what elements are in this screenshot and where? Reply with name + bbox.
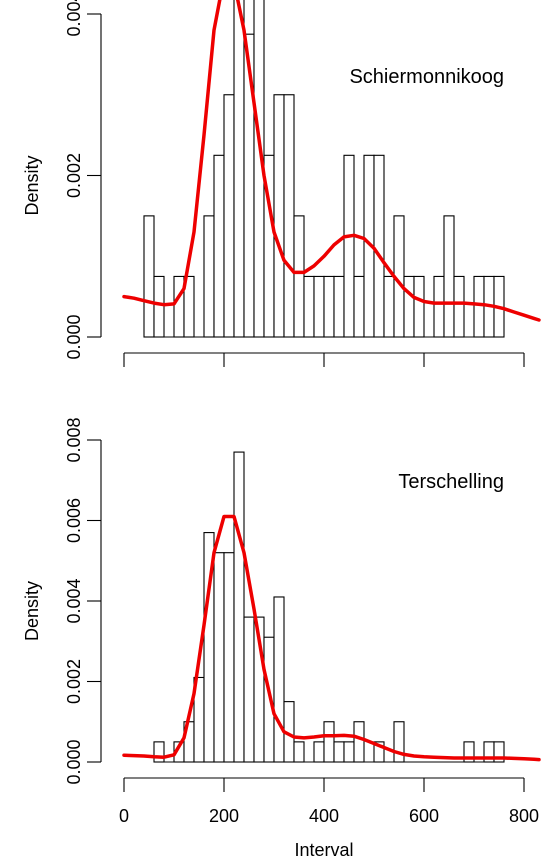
density-curve xyxy=(122,0,541,322)
histogram-bar xyxy=(283,94,295,338)
density-curve-line xyxy=(122,0,541,322)
histogram-bar xyxy=(333,741,345,763)
y-tick-label: 0.004 xyxy=(64,0,84,37)
histogram-bar xyxy=(153,275,165,338)
y-axis-label: Density xyxy=(22,581,42,641)
x-axis-label: Interval xyxy=(294,840,353,860)
histogram-bar xyxy=(453,275,465,338)
x-tick-label: 200 xyxy=(209,806,239,826)
histogram-bar xyxy=(353,275,365,338)
y-tick-label: 0.004 xyxy=(64,578,84,623)
x-axis: 0 200 400 600 800 xyxy=(119,777,539,826)
histogram-bar xyxy=(443,215,455,338)
panel-annotation: Terschelling xyxy=(398,471,504,493)
x-tick-label: 600 xyxy=(409,806,439,826)
histogram-bar xyxy=(223,94,235,338)
density-curve xyxy=(122,514,541,762)
histogram-bar xyxy=(343,741,355,763)
histogram-bar xyxy=(213,552,225,763)
histogram-bar xyxy=(293,741,305,763)
y-tick-label: 0.000 xyxy=(64,314,84,359)
histogram-bar xyxy=(393,721,405,763)
y-tick-label: 0.002 xyxy=(64,659,84,704)
histogram-panel-schiermonnikoog: 0.000 0.002 0.004 Density Schiermonnikoog xyxy=(22,0,541,367)
histogram-bar xyxy=(233,0,245,338)
y-axis-label: Density xyxy=(22,155,42,215)
histogram-bar xyxy=(373,154,385,338)
histogram-bar xyxy=(173,275,185,338)
histogram-bar xyxy=(353,721,365,763)
histogram-bar xyxy=(313,741,325,763)
histogram-bar xyxy=(323,721,335,763)
histogram-bar xyxy=(473,275,485,338)
x-tick-label: 0 xyxy=(119,806,129,826)
histogram-bars xyxy=(153,451,505,763)
y-tick-label: 0.000 xyxy=(64,739,84,784)
histogram-bar xyxy=(313,275,325,338)
y-tick-label: 0.002 xyxy=(64,153,84,198)
histogram-bar xyxy=(273,94,285,338)
histogram-bar xyxy=(433,275,445,338)
histogram-bar xyxy=(213,154,225,338)
histogram-bar xyxy=(203,215,215,338)
histogram-bar xyxy=(413,275,425,338)
x-tick-label: 800 xyxy=(509,806,539,826)
histogram-bar xyxy=(223,552,235,763)
histogram-bar xyxy=(343,154,355,338)
histogram-bar xyxy=(153,741,165,763)
x-tick-label: 400 xyxy=(309,806,339,826)
histogram-bar xyxy=(333,275,345,338)
histogram-bar xyxy=(243,616,255,763)
histogram-bar xyxy=(293,215,305,338)
histogram-bar xyxy=(403,275,415,338)
histogram-bar xyxy=(233,451,245,763)
y-tick-label: 0.008 xyxy=(64,417,84,462)
panel-annotation: Schiermonnikoog xyxy=(349,66,504,88)
x-axis xyxy=(123,352,525,367)
histogram-bar xyxy=(143,215,155,338)
y-axis: 0.000 0.002 0.004 0.006 0.008 xyxy=(64,417,102,785)
histogram-bar xyxy=(273,596,285,763)
histogram-bars xyxy=(143,0,505,338)
histogram-bar xyxy=(323,275,335,338)
density-curve-line xyxy=(122,514,541,762)
histogram-bar xyxy=(383,275,395,338)
histogram-bar xyxy=(303,275,315,338)
y-tick-label: 0.006 xyxy=(64,498,84,543)
y-axis: 0.000 0.002 0.004 xyxy=(64,0,102,360)
